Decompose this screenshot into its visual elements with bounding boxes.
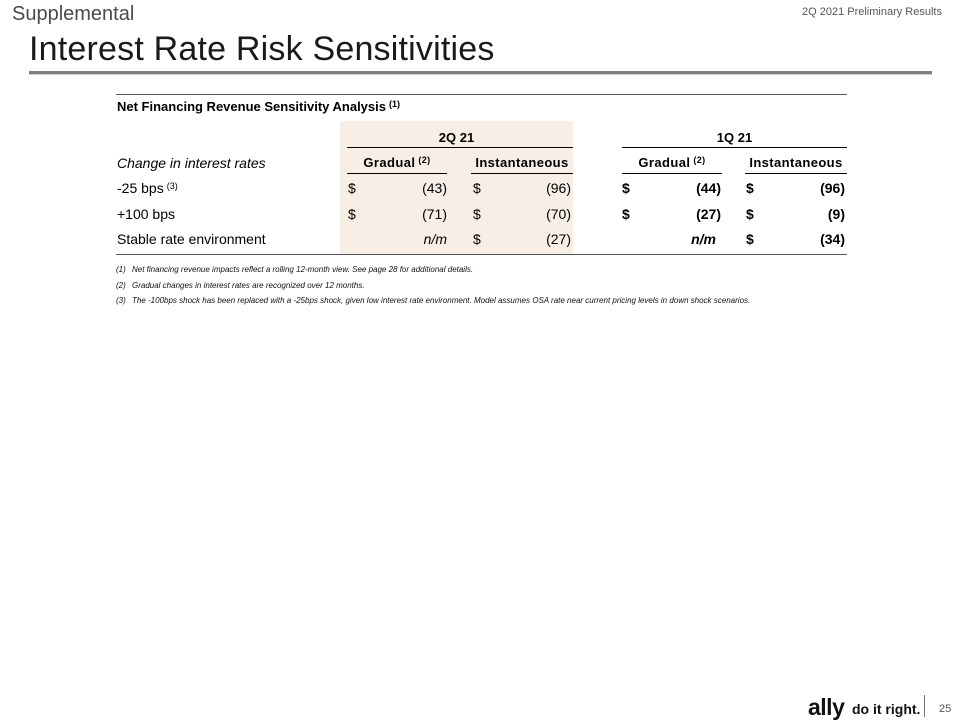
current-quarter-highlight — [340, 121, 573, 254]
brand-tagline: do it right. — [852, 701, 921, 717]
cell-1q21-gradual: (44) — [696, 180, 721, 196]
cell-1q21-instantaneous: (34) — [820, 231, 845, 247]
row-header-label: Change in interest rates — [117, 155, 266, 171]
footnote: (1) Net financing revenue impacts reflect… — [116, 265, 474, 274]
cell-2q21-gradual: n/m — [423, 231, 447, 247]
currency-symbol: $ — [348, 206, 356, 222]
cell-1q21-instantaneous: (96) — [820, 180, 845, 196]
currency-symbol: $ — [622, 180, 630, 196]
currency-symbol: $ — [473, 180, 481, 196]
col-rule-1q21-instantaneous — [745, 173, 847, 174]
currency-symbol: $ — [473, 231, 481, 247]
table-bottom-rule — [116, 254, 847, 255]
col-rule-2q21-instantaneous — [471, 173, 573, 174]
currency-symbol: $ — [746, 206, 754, 222]
row-label-minus25: -25 bps (3) — [117, 180, 178, 196]
cell-2q21-gradual: (43) — [422, 180, 447, 196]
period-header-2q21: 2Q 21 — [438, 130, 475, 145]
currency-symbol: $ — [746, 231, 754, 247]
page-number: 25 — [939, 703, 952, 715]
cell-2q21-instantaneous: (96) — [546, 180, 571, 196]
period-rule-1q21 — [622, 147, 847, 148]
row-label-plus100: +100 bps — [117, 206, 175, 222]
title-divider — [29, 71, 932, 74]
currency-symbol: $ — [622, 206, 630, 222]
footer-divider — [924, 695, 925, 717]
footnote: (2) Gradual changes in interest rates are… — [116, 281, 365, 290]
table-title-footnote-ref: (1) — [389, 99, 400, 109]
cell-2q21-instantaneous: (27) — [546, 231, 571, 247]
page-title: Interest Rate Risk Sensitivities — [29, 30, 495, 68]
col-header-2q21-gradual: Gradual (2) — [363, 155, 431, 170]
col-header-1q21-gradual: Gradual (2) — [638, 155, 706, 170]
period-rule-2q21 — [347, 147, 573, 148]
currency-symbol: $ — [348, 180, 356, 196]
footnote: (3) The -100bps shock has been replaced w… — [116, 296, 751, 305]
section-label: Supplemental — [12, 3, 135, 25]
cell-1q21-gradual: (27) — [696, 206, 721, 222]
ally-logo: ally — [808, 694, 845, 720]
cell-1q21-instantaneous: (9) — [827, 206, 845, 222]
table-top-rule — [116, 94, 847, 95]
cell-1q21-gradual: n/m — [691, 231, 716, 247]
row-label-stable-rate: Stable rate environment — [117, 231, 266, 247]
period-header-1q21: 1Q 21 — [716, 130, 753, 145]
col-rule-2q21-gradual — [347, 173, 447, 174]
currency-symbol: $ — [473, 206, 481, 222]
document-label: 2Q 2021 Preliminary Results — [801, 6, 942, 18]
col-rule-1q21-gradual — [622, 173, 722, 174]
col-header-1q21-instantaneous: Instantaneous — [749, 155, 843, 170]
currency-symbol: $ — [746, 180, 754, 196]
col-header-2q21-instantaneous: Instantaneous — [475, 155, 569, 170]
cell-2q21-instantaneous: (70) — [546, 206, 571, 222]
table-title: Net Financing Revenue Sensitivity Analys… — [117, 99, 400, 114]
cell-2q21-gradual: (71) — [422, 206, 447, 222]
